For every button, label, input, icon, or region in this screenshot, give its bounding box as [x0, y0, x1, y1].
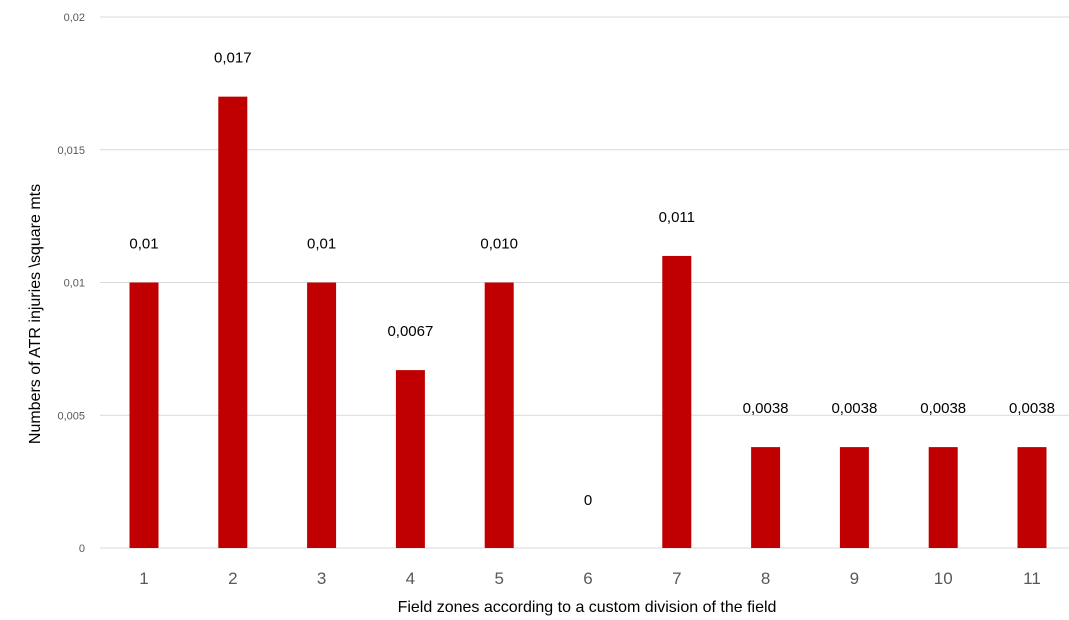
data-labels: 0,01 0,017 0,01 0,0067 0,010 0 0,011 0,0038 0,00…: [129, 50, 1055, 509]
y-axis-label: Numbers of ATR injuries \square mts: [27, 184, 44, 444]
y-tick-label: 0,02: [64, 12, 85, 24]
x-tick-label: 9: [850, 569, 859, 588]
x-tick-label: 3: [317, 569, 326, 588]
bar: [129, 282, 159, 548]
bar: [307, 282, 337, 548]
x-tick-label: 7: [672, 569, 681, 588]
bar: [928, 447, 958, 548]
bar: [751, 447, 781, 548]
bar: [662, 255, 692, 548]
x-tick-label: 10: [934, 569, 953, 588]
x-tick-label: 6: [583, 569, 592, 588]
data-label: 0,0038: [831, 400, 877, 417]
data-label: 0,01: [307, 236, 336, 253]
data-label: 0,01: [129, 236, 158, 253]
bar: [218, 96, 248, 549]
x-tick-label: 1: [139, 569, 148, 588]
x-tick-label: 4: [406, 569, 415, 588]
gridlines: [100, 16, 1069, 549]
x-axis-ticks: 1 2 3 4 5 6 7 8 9 10 11: [139, 569, 1041, 588]
bar: [839, 447, 869, 548]
y-axis-ticks: 0 0,005 0,01 0,015 0,02: [57, 12, 85, 555]
bar: [395, 370, 425, 548]
data-label: 0,017: [214, 50, 252, 67]
bar: [484, 282, 514, 548]
data-label: 0,0038: [1009, 400, 1055, 417]
data-label: 0: [584, 492, 592, 509]
data-label: 0,0067: [387, 323, 433, 340]
data-label: 0,0038: [743, 400, 789, 417]
y-tick-label: 0,005: [57, 410, 85, 422]
bar: [1017, 447, 1047, 548]
x-axis-label: Field zones according to a custom divisi…: [398, 599, 777, 616]
data-label: 0,011: [659, 209, 695, 226]
y-tick-label: 0: [79, 543, 85, 555]
y-tick-label: 0,015: [57, 145, 85, 157]
x-tick-label: 11: [1023, 569, 1041, 588]
x-tick-label: 8: [761, 569, 770, 588]
data-label: 0,0038: [920, 400, 966, 417]
x-tick-label: 2: [228, 569, 237, 588]
x-tick-label: 5: [494, 569, 503, 588]
y-tick-label: 0,01: [64, 278, 85, 290]
bars: [129, 96, 1047, 549]
data-label: 0,010: [480, 236, 518, 253]
